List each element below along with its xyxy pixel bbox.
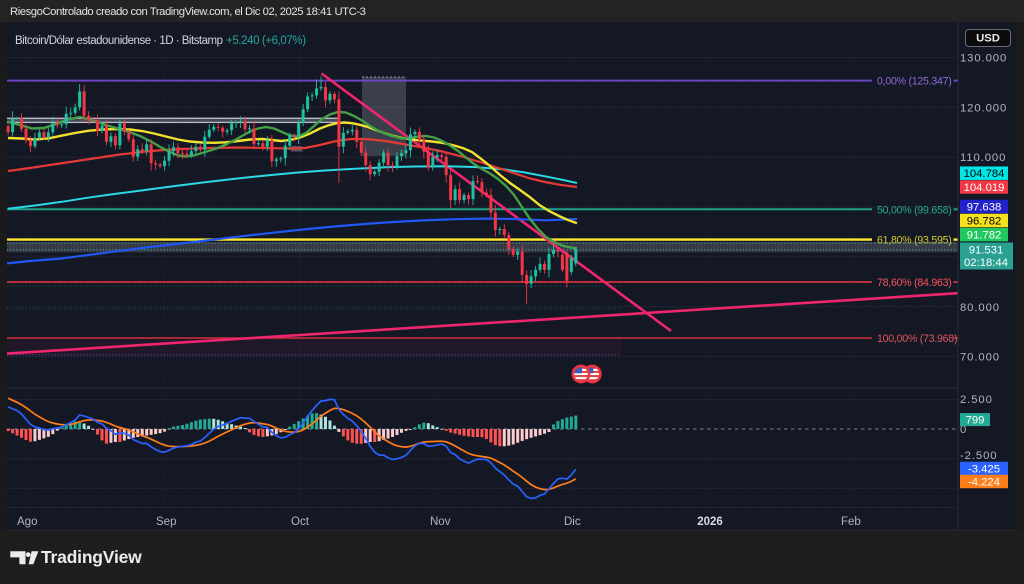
- svg-text:0,00% (125.347): 0,00% (125.347): [877, 76, 952, 88]
- svg-text:Oct: Oct: [291, 516, 310, 528]
- svg-text:799: 799: [966, 415, 985, 427]
- svg-text:120.000: 120.000: [960, 102, 1007, 114]
- svg-text:02:18:44: 02:18:44: [964, 257, 1008, 269]
- svg-text:2026: 2026: [697, 516, 723, 528]
- svg-text:Ago: Ago: [17, 516, 37, 528]
- svg-text:Feb: Feb: [841, 516, 861, 528]
- svg-text:TradingView: TradingView: [41, 547, 142, 567]
- svg-text:61,80% (93.595): 61,80% (93.595): [877, 235, 952, 247]
- svg-text:-3.425: -3.425: [968, 464, 1000, 476]
- svg-text:50,00% (99.658): 50,00% (99.658): [877, 204, 952, 216]
- svg-text:110.000: 110.000: [960, 152, 1006, 164]
- svg-text:-4.224: -4.224: [968, 477, 1000, 489]
- svg-text:RiesgoControlado creado con Tr: RiesgoControlado creado con TradingView.…: [10, 6, 366, 18]
- svg-text:80.000: 80.000: [960, 302, 1000, 314]
- svg-text:Bitcoin/Dólar estadounidense ·: Bitcoin/Dólar estadounidense · 1D · Bits…: [15, 35, 223, 47]
- svg-text:96.782: 96.782: [967, 216, 1002, 228]
- svg-text:70.000: 70.000: [960, 352, 1000, 364]
- svg-text:+5.240 (+6,07%): +5.240 (+6,07%): [226, 35, 306, 47]
- svg-text:Dic: Dic: [564, 516, 581, 528]
- svg-text:91.782: 91.782: [967, 230, 1002, 242]
- svg-text:0: 0: [960, 424, 967, 436]
- svg-text:2.500: 2.500: [960, 394, 993, 406]
- svg-text:130.000: 130.000: [960, 53, 1007, 65]
- svg-text:Sep: Sep: [156, 516, 176, 528]
- svg-text:104.019: 104.019: [964, 182, 1005, 194]
- svg-text:91.531: 91.531: [969, 245, 1004, 257]
- svg-text:104.784: 104.784: [964, 168, 1005, 180]
- svg-text:78,60% (84.963): 78,60% (84.963): [877, 277, 952, 289]
- svg-text:100,00% (73.968): 100,00% (73.968): [877, 333, 957, 345]
- svg-text:97.638: 97.638: [967, 202, 1002, 214]
- svg-text:Nov: Nov: [430, 516, 451, 528]
- svg-text:-2.500: -2.500: [960, 450, 997, 462]
- svg-text:USD: USD: [976, 33, 1000, 45]
